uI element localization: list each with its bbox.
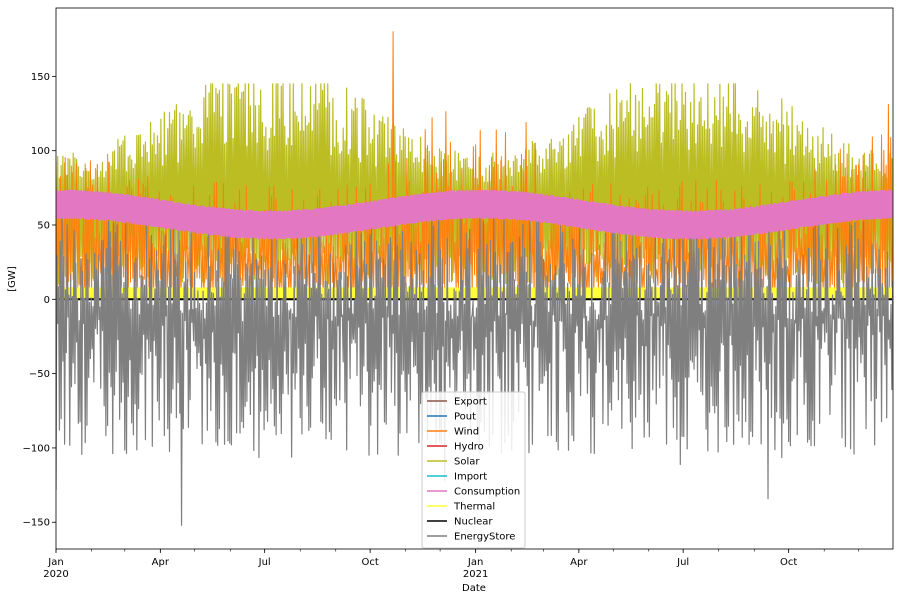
- series-thermal: [56, 287, 893, 300]
- y-axis: −150 −100 −50 0 50 100 150: [23, 72, 56, 529]
- y-tick-label: 0: [44, 295, 50, 306]
- y-axis-label: [GW]: [7, 266, 18, 292]
- y-tick-label: −100: [23, 443, 50, 454]
- series-consumption: [56, 189, 893, 240]
- legend-box: [421, 391, 526, 549]
- x-tick-label: Oct: [780, 557, 797, 568]
- x-tick-label: Jul: [676, 557, 689, 568]
- y-tick-label: −50: [29, 369, 50, 380]
- series-layer: [56, 31, 893, 526]
- legend-label: EnergyStore: [454, 532, 515, 543]
- legend-label: Hydro: [454, 442, 484, 453]
- legend-label: Pout: [454, 412, 476, 423]
- legend-label: Wind: [454, 427, 479, 438]
- x-tick-label: Apr: [152, 557, 170, 568]
- y-tick-label: 150: [31, 72, 50, 83]
- x-tick-label: Jan: [47, 557, 63, 568]
- y-tick-label: 100: [31, 146, 50, 157]
- legend-label: Consumption: [454, 487, 520, 498]
- legend: Export Pout Wind Hydro Solar Import Consumptio…: [421, 391, 526, 549]
- x-tick-label: Jul: [258, 557, 271, 568]
- legend-label: Import: [454, 472, 487, 483]
- x-tick-label: Oct: [362, 557, 379, 568]
- legend-label: Thermal: [453, 502, 495, 513]
- plot-frame: [55, 7, 894, 550]
- x-tick-sublabel: 2020: [43, 569, 68, 580]
- x-tick-label: Apr: [570, 557, 588, 568]
- x-tick-label: Jan: [467, 557, 483, 568]
- legend-label: Nuclear: [454, 517, 493, 528]
- x-tick-sublabel: 2021: [463, 569, 488, 580]
- y-tick-label: 50: [37, 220, 50, 231]
- series-energystore: [56, 217, 893, 526]
- y-tick-label: −150: [23, 518, 50, 529]
- legend-label: Export: [454, 397, 487, 408]
- x-axis-label: Date: [462, 583, 486, 594]
- legend-label: Solar: [454, 457, 480, 468]
